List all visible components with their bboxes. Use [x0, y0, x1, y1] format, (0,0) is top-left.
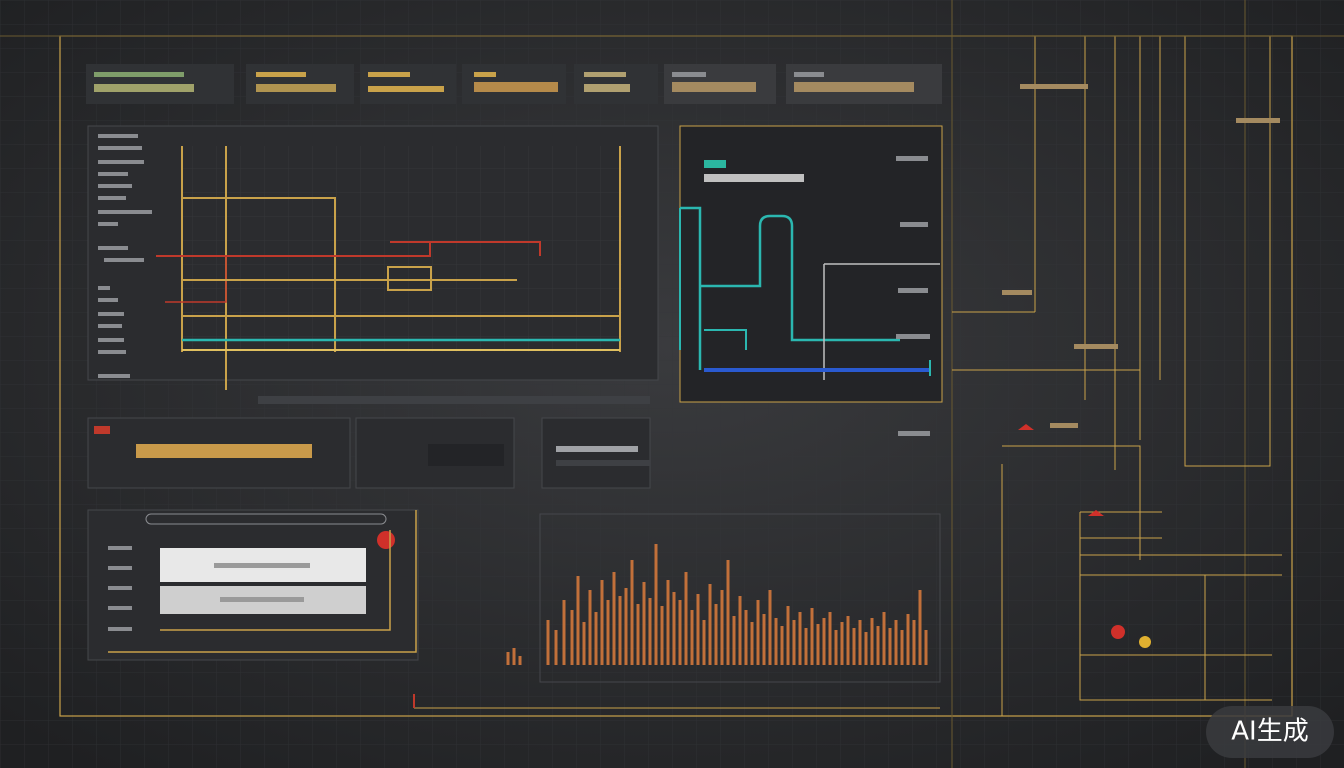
- watermark: AI生成: [1206, 706, 1334, 758]
- histogram: [413, 513, 941, 709]
- header-cards: [86, 64, 942, 104]
- step-chart-panel: [679, 125, 943, 436]
- line-chart-panel: [87, 125, 659, 404]
- watermark-text: AI生成: [1231, 717, 1308, 747]
- form-panel: [87, 417, 651, 661]
- right-grid: [952, 35, 1330, 716]
